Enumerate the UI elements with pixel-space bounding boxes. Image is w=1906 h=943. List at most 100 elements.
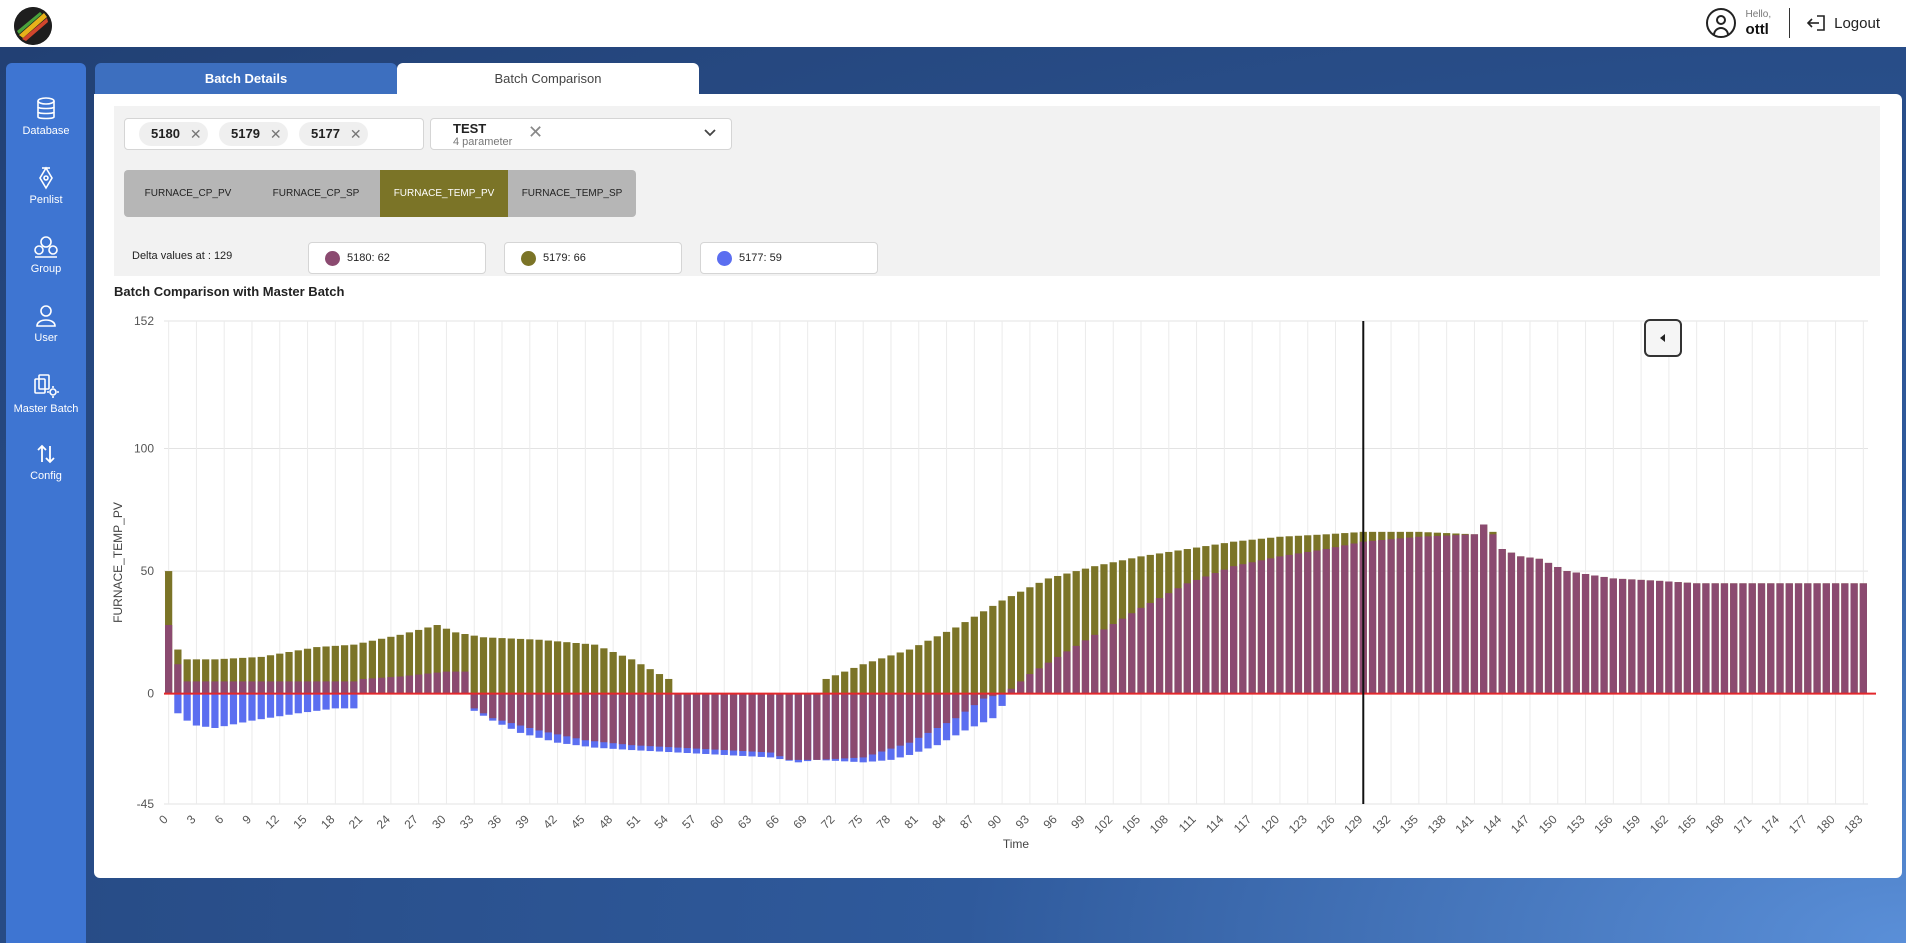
bar-5179 bbox=[1100, 564, 1108, 694]
bar-5180 bbox=[1007, 688, 1015, 694]
x-tick-label: 93 bbox=[1013, 812, 1033, 832]
tab-furnace-temp-sp[interactable]: FURNACE_TEMP_SP bbox=[521, 188, 623, 199]
bar-5180 bbox=[498, 693, 506, 721]
bar-5180 bbox=[637, 693, 645, 746]
bar-5179 bbox=[202, 659, 210, 694]
bar-5177 bbox=[239, 693, 247, 723]
sidebar-item-user[interactable]: User bbox=[6, 304, 86, 344]
logout-button[interactable]: Logout bbox=[1806, 14, 1880, 32]
bar-5177 bbox=[183, 693, 191, 721]
tab-furnace-cp-pv[interactable]: FURNACE_CP_PV bbox=[144, 188, 232, 199]
x-tick-label: 45 bbox=[568, 812, 588, 832]
logout-label: Logout bbox=[1834, 14, 1880, 32]
user-avatar-icon[interactable] bbox=[1705, 8, 1736, 38]
bar-5180 bbox=[1794, 583, 1803, 694]
bar-5180 bbox=[415, 674, 423, 694]
bar-5180 bbox=[313, 681, 321, 694]
bar-5179 bbox=[507, 638, 515, 694]
panel-toggle-button[interactable] bbox=[1644, 319, 1682, 357]
x-tick-label: 33 bbox=[457, 812, 477, 832]
tab-furnace-temp-pv[interactable]: FURNACE_TEMP_PV bbox=[380, 170, 508, 217]
bar-5180 bbox=[1563, 571, 1571, 694]
bar-5180 bbox=[961, 693, 969, 712]
group-icon bbox=[34, 236, 58, 258]
sidebar-item-master-batch[interactable]: Master Batch bbox=[6, 373, 86, 415]
bar-5180 bbox=[479, 693, 488, 714]
chip-remove-icon[interactable]: ✕ bbox=[269, 126, 282, 142]
bar-5180 bbox=[1304, 551, 1312, 694]
bar-5180 bbox=[729, 693, 738, 751]
bar-5180 bbox=[748, 693, 756, 752]
bar-5177 bbox=[248, 693, 256, 721]
chevron-down-icon[interactable] bbox=[703, 128, 717, 138]
app-logo[interactable] bbox=[14, 7, 52, 45]
bar-5180 bbox=[1470, 534, 1479, 694]
x-tick-label: 39 bbox=[513, 812, 533, 832]
bar-5179 bbox=[220, 658, 228, 694]
series-color-dot bbox=[521, 250, 536, 266]
bar-5180 bbox=[1183, 583, 1191, 694]
bar-5180 bbox=[1341, 545, 1349, 694]
batch-chip-label: 5179 bbox=[231, 126, 260, 141]
bar-5180 bbox=[1665, 581, 1673, 694]
bar-5179 bbox=[859, 664, 867, 694]
bar-5180 bbox=[942, 693, 951, 724]
bar-5179 bbox=[905, 649, 914, 694]
bar-5180 bbox=[757, 693, 765, 753]
sidebar-item-group[interactable]: Group bbox=[6, 235, 86, 275]
bar-5179 bbox=[489, 637, 497, 694]
x-tick-label: 21 bbox=[346, 812, 366, 832]
bar-5180 bbox=[1628, 579, 1636, 694]
x-tick-label: 51 bbox=[624, 812, 644, 832]
bar-5177 bbox=[350, 693, 358, 709]
bar-5180 bbox=[220, 681, 228, 694]
sidebar-item-config[interactable]: Config bbox=[6, 442, 86, 482]
x-tick-label: 81 bbox=[902, 812, 922, 832]
bar-5180 bbox=[674, 693, 682, 748]
bar-5179 bbox=[609, 651, 617, 694]
bar-5180 bbox=[1443, 535, 1451, 694]
bar-5180 bbox=[1387, 539, 1395, 694]
sidebar-item-database[interactable]: Database bbox=[6, 97, 86, 137]
tab-batch-comparison[interactable]: Batch Comparison bbox=[397, 63, 699, 94]
bar-5180 bbox=[1350, 543, 1358, 694]
sidebar-item-penlist[interactable]: Penlist bbox=[6, 166, 86, 206]
bar-5180 bbox=[702, 693, 710, 750]
bar-5180 bbox=[1711, 583, 1719, 694]
delta-value-box: 5179: 66 bbox=[504, 242, 682, 274]
bar-5177 bbox=[979, 693, 988, 723]
clear-icon[interactable]: ✕ bbox=[528, 122, 544, 142]
bar-5180 bbox=[683, 693, 691, 749]
batch-multiselect[interactable]: 5180 ✕ 5179 ✕ 5177 ✕ bbox=[124, 118, 424, 150]
tab-batch-details[interactable]: Batch Details bbox=[95, 63, 397, 94]
x-tick-label: 30 bbox=[429, 812, 449, 832]
bar-5179 bbox=[1081, 568, 1090, 694]
bar-5179 bbox=[1072, 571, 1080, 694]
bar-5180 bbox=[878, 693, 886, 752]
bar-5179 bbox=[461, 634, 469, 694]
x-tick-label: 165 bbox=[1675, 812, 1699, 836]
sidebar-item-label: Master Batch bbox=[13, 403, 79, 415]
bar-5180 bbox=[1063, 651, 1071, 694]
bar-5179 bbox=[433, 625, 441, 694]
x-tick-label: 108 bbox=[1147, 812, 1171, 836]
bar-5179 bbox=[637, 664, 645, 694]
chart-title: Batch Comparison with Master Batch bbox=[114, 284, 345, 299]
bar-5180 bbox=[859, 693, 867, 758]
bar-5180 bbox=[1017, 681, 1025, 694]
bar-5180 bbox=[1813, 583, 1821, 694]
chip-remove-icon[interactable]: ✕ bbox=[189, 126, 202, 142]
x-tick-label: 78 bbox=[874, 812, 894, 832]
batch-chip: 5180 ✕ bbox=[139, 122, 208, 146]
tab-furnace-cp-sp[interactable]: FURNACE_CP_SP bbox=[272, 188, 360, 199]
x-tick-label: 183 bbox=[1841, 812, 1865, 836]
bar-5179 bbox=[581, 643, 589, 694]
bar-5177 bbox=[276, 693, 284, 717]
bar-5177 bbox=[211, 693, 219, 728]
bar-5179 bbox=[285, 651, 293, 694]
parameter-set-select[interactable]: TEST 4 parameter ✕ bbox=[430, 118, 732, 150]
x-tick-label: 162 bbox=[1647, 812, 1671, 836]
chip-remove-icon[interactable]: ✕ bbox=[349, 126, 362, 142]
bar-5179 bbox=[841, 671, 849, 694]
